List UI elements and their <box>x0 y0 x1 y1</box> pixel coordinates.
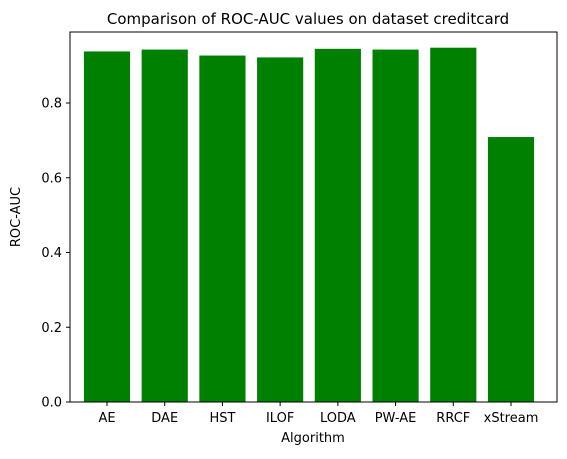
x-tick-label: RRCF <box>436 411 470 426</box>
y-tick-label: 0.4 <box>41 246 62 261</box>
bars <box>83 47 535 403</box>
bar-loda <box>314 48 361 402</box>
bar-ae <box>83 51 131 403</box>
bar-xstream <box>487 137 535 402</box>
x-tick-label: ILOF <box>266 411 294 426</box>
x-tick-label: xStream <box>484 411 539 426</box>
chart-title: Comparison of ROC-AUC values on dataset … <box>107 10 509 28</box>
x-tick-label: DAE <box>151 411 178 426</box>
y-tick-label: 0.6 <box>41 171 62 186</box>
bar-pw-ae <box>372 49 419 402</box>
x-axis-label: Algorithm <box>281 431 345 446</box>
x-tick-label: HST <box>209 411 235 426</box>
y-tick-label: 0.2 <box>41 321 62 336</box>
x-tick-label: PW-AE <box>375 411 417 426</box>
bar-dae <box>141 49 188 402</box>
y-tick-label: 0.8 <box>41 97 62 112</box>
x-tick-label: LODA <box>320 411 356 426</box>
plot-frame <box>69 31 558 403</box>
y-axis-label: ROC-AUC <box>9 187 24 247</box>
bar-hst <box>199 55 246 403</box>
x-tick-label: AE <box>98 411 115 426</box>
y-tick-label: 0.0 <box>41 396 62 411</box>
bar-rrcf <box>430 47 477 402</box>
bar-ilof <box>257 57 304 402</box>
x-ticks: AE DAE HST ILOF LODA PW-AE RRCF xStream <box>98 402 538 426</box>
y-ticks: 0.0 0.2 0.4 0.6 0.8 <box>41 97 70 411</box>
